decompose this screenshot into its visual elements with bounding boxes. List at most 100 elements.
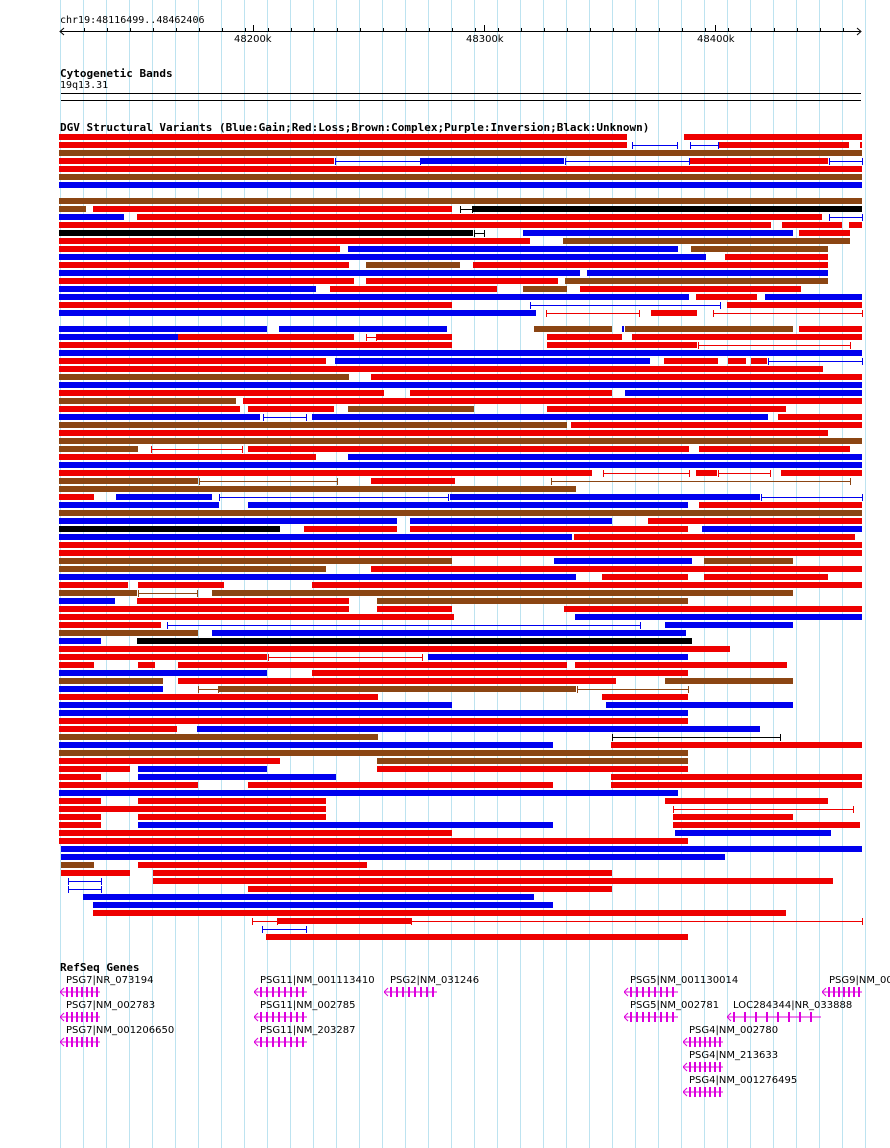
gene-label-psg2-nm031246[interactable]: PSG2|NM_031246: [390, 975, 480, 986]
dgv-loss-bar[interactable]: [59, 822, 101, 828]
dgv-loss-bar[interactable]: [59, 142, 627, 148]
gene-label-psg7-nr073194[interactable]: PSG7|NR_073194: [66, 975, 154, 986]
dgv-loss-bar[interactable]: [719, 142, 849, 148]
dgv-loss-bar[interactable]: [59, 654, 267, 660]
dgv-gain-bar[interactable]: [83, 894, 534, 900]
dgv-connector[interactable]: [68, 889, 101, 890]
dgv-loss-bar[interactable]: [632, 334, 862, 340]
dgv-loss-bar[interactable]: [59, 806, 326, 812]
dgv-complex-bar[interactable]: [212, 590, 793, 596]
dgv-gain-bar[interactable]: [554, 558, 692, 564]
dgv-loss-bar[interactable]: [59, 758, 280, 764]
dgv-complex-bar[interactable]: [59, 398, 236, 404]
dgv-loss-bar[interactable]: [59, 390, 384, 396]
dgv-loss-bar[interactable]: [59, 454, 316, 460]
dgv-gain-bar[interactable]: [59, 214, 124, 220]
dgv-loss-bar[interactable]: [137, 598, 349, 604]
dgv-connector[interactable]: [603, 473, 689, 474]
dgv-connector[interactable]: [577, 689, 688, 690]
dgv-complex-bar[interactable]: [59, 174, 862, 180]
dgv-connector[interactable]: [768, 361, 862, 362]
dgv-gain-bar[interactable]: [116, 494, 212, 500]
dgv-loss-bar[interactable]: [799, 230, 850, 236]
gene-model-psg4-nm002780[interactable]: [683, 1036, 723, 1048]
dgv-loss-bar[interactable]: [59, 470, 592, 476]
dgv-complex-bar[interactable]: [59, 678, 163, 684]
dgv-unknown-bar[interactable]: [59, 230, 473, 236]
dgv-loss-bar[interactable]: [59, 550, 862, 556]
dgv-loss-bar[interactable]: [248, 446, 689, 452]
dgv-gain-bar[interactable]: [93, 902, 553, 908]
dgv-loss-bar[interactable]: [138, 814, 326, 820]
dgv-connector[interactable]: [612, 737, 780, 738]
dgv-gain-bar[interactable]: [450, 494, 760, 500]
dgv-loss-bar[interactable]: [611, 774, 862, 780]
dgv-gain-bar[interactable]: [59, 462, 862, 468]
gene-label-psg4-nm213633[interactable]: PSG4|NM_213633: [689, 1050, 779, 1061]
dgv-complex-bar[interactable]: [348, 406, 474, 412]
gene-model-loc284344-nr033888[interactable]: [727, 1011, 821, 1023]
dgv-loss-bar[interactable]: [59, 726, 177, 732]
dgv-loss-bar[interactable]: [574, 534, 855, 540]
dgv-loss-bar[interactable]: [59, 278, 354, 284]
dgv-connector[interactable]: [690, 145, 718, 146]
gene-model-psg7-nm001206650[interactable]: [60, 1036, 100, 1048]
dgv-complex-bar[interactable]: [59, 510, 862, 516]
dgv-loss-bar[interactable]: [312, 670, 688, 676]
dgv-complex-bar[interactable]: [59, 630, 198, 636]
dgv-gain-bar[interactable]: [197, 726, 760, 732]
dgv-loss-bar[interactable]: [138, 582, 224, 588]
dgv-complex-bar[interactable]: [59, 374, 349, 380]
dgv-loss-bar[interactable]: [371, 478, 455, 484]
dgv-loss-bar[interactable]: [473, 262, 828, 268]
gene-model-psg9[interactable]: [822, 986, 862, 998]
dgv-gain-bar[interactable]: [138, 822, 553, 828]
dgv-connector[interactable]: [713, 313, 862, 314]
dgv-gain-bar[interactable]: [665, 622, 793, 628]
dgv-loss-bar[interactable]: [138, 798, 326, 804]
dgv-connector[interactable]: [411, 921, 862, 922]
dgv-connector[interactable]: [460, 209, 472, 210]
dgv-complex-bar[interactable]: [534, 326, 612, 332]
dgv-unknown-bar[interactable]: [137, 638, 692, 644]
dgv-loss-bar[interactable]: [728, 358, 746, 364]
dgv-loss-bar[interactable]: [59, 774, 101, 780]
dgv-gain-bar[interactable]: [138, 766, 267, 772]
dgv-gain-bar[interactable]: [428, 654, 688, 660]
dgv-connector[interactable]: [565, 161, 689, 162]
dgv-complex-bar[interactable]: [61, 862, 94, 868]
dgv-loss-bar[interactable]: [59, 406, 240, 412]
dgv-loss-bar[interactable]: [59, 798, 101, 804]
dgv-loss-bar[interactable]: [781, 470, 862, 476]
dgv-loss-bar[interactable]: [59, 238, 530, 244]
dgv-loss-bar[interactable]: [59, 694, 378, 700]
dgv-gain-bar[interactable]: [248, 502, 688, 508]
dgv-gain-bar[interactable]: [59, 286, 316, 292]
dgv-loss-bar[interactable]: [312, 582, 862, 588]
dgv-gain-bar[interactable]: [312, 414, 768, 420]
dgv-loss-bar[interactable]: [547, 334, 622, 340]
dgv-loss-bar[interactable]: [59, 542, 862, 548]
dgv-loss-bar[interactable]: [93, 910, 786, 916]
dgv-connector[interactable]: [252, 921, 277, 922]
dgv-gain-bar[interactable]: [59, 686, 163, 692]
dgv-connector[interactable]: [632, 145, 677, 146]
dgv-gain-bar[interactable]: [59, 638, 101, 644]
dgv-loss-bar[interactable]: [138, 662, 155, 668]
dgv-loss-bar[interactable]: [59, 166, 862, 172]
dgv-gain-bar[interactable]: [61, 854, 725, 860]
dgv-loss-bar[interactable]: [799, 326, 862, 332]
dgv-gain-bar[interactable]: [279, 326, 447, 332]
dgv-complex-bar[interactable]: [59, 446, 138, 452]
dgv-loss-bar[interactable]: [59, 614, 454, 620]
dgv-gain-bar[interactable]: [59, 294, 689, 300]
dgv-gain-bar[interactable]: [421, 158, 564, 164]
dgv-loss-bar[interactable]: [673, 814, 793, 820]
dgv-loss-bar[interactable]: [547, 406, 786, 412]
dgv-gain-bar[interactable]: [59, 710, 688, 716]
gene-model-psg7-nr073194[interactable]: [60, 986, 100, 998]
dgv-loss-bar[interactable]: [575, 662, 787, 668]
dgv-loss-bar[interactable]: [59, 622, 161, 628]
dgv-loss-bar[interactable]: [696, 470, 717, 476]
dgv-loss-bar[interactable]: [178, 662, 567, 668]
